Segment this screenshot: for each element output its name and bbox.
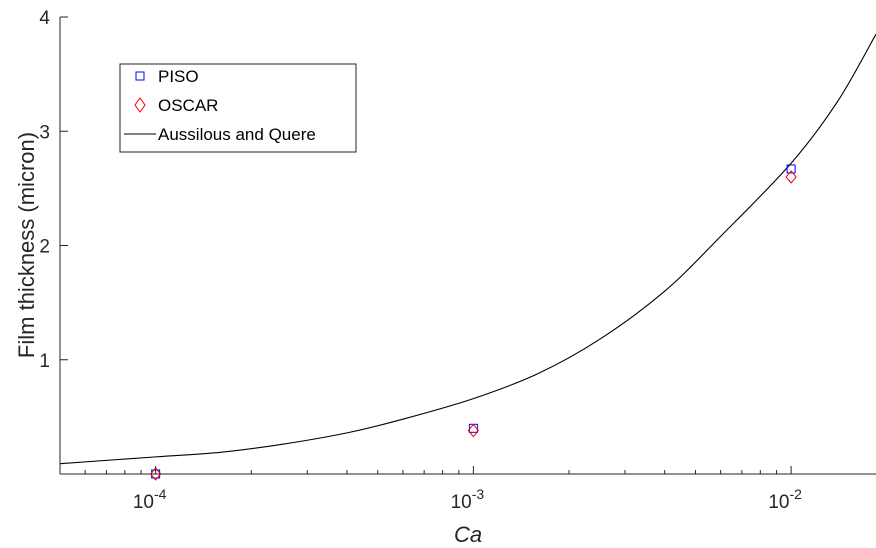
x-tick-label: 10-3 <box>451 486 485 513</box>
x-tick-label: 10-4 <box>133 486 167 513</box>
oscar-point <box>785 170 797 184</box>
x-tick-exponent: -3 <box>472 486 485 502</box>
x-tick-exponent: -2 <box>789 486 802 502</box>
y-tick-label: 4 <box>39 8 50 29</box>
y-axis-label: Film thickness (micron) <box>14 132 39 358</box>
curve-layer <box>59 33 876 465</box>
y-tick-label: 2 <box>39 237 50 258</box>
x-tick-exponent: -4 <box>154 486 167 502</box>
piso-point <box>786 164 796 174</box>
legend-oscar-marker <box>134 97 146 113</box>
oscar-point <box>149 467 162 481</box>
legend-piso-label: PISO <box>158 67 199 86</box>
legend-curve-label: Aussilous and Quere <box>158 125 316 144</box>
x-tick-base: 10 <box>451 492 472 513</box>
legend-oscar-label: OSCAR <box>158 96 218 115</box>
x-tick-base: 10 <box>133 492 154 513</box>
y-tick-label: 1 <box>39 351 50 372</box>
legend-box <box>119 63 357 153</box>
legend-piso-marker <box>135 71 145 81</box>
oscar-point <box>467 423 480 438</box>
x-axis-label: Ca <box>454 522 482 547</box>
x-tick-base: 10 <box>768 492 789 513</box>
y-tick-label: 3 <box>39 122 50 143</box>
x-tick-label: 10-2 <box>768 486 802 513</box>
aussilous-quere-curve <box>59 33 876 465</box>
legend: PISO OSCAR Aussilous and Quere <box>119 63 357 153</box>
